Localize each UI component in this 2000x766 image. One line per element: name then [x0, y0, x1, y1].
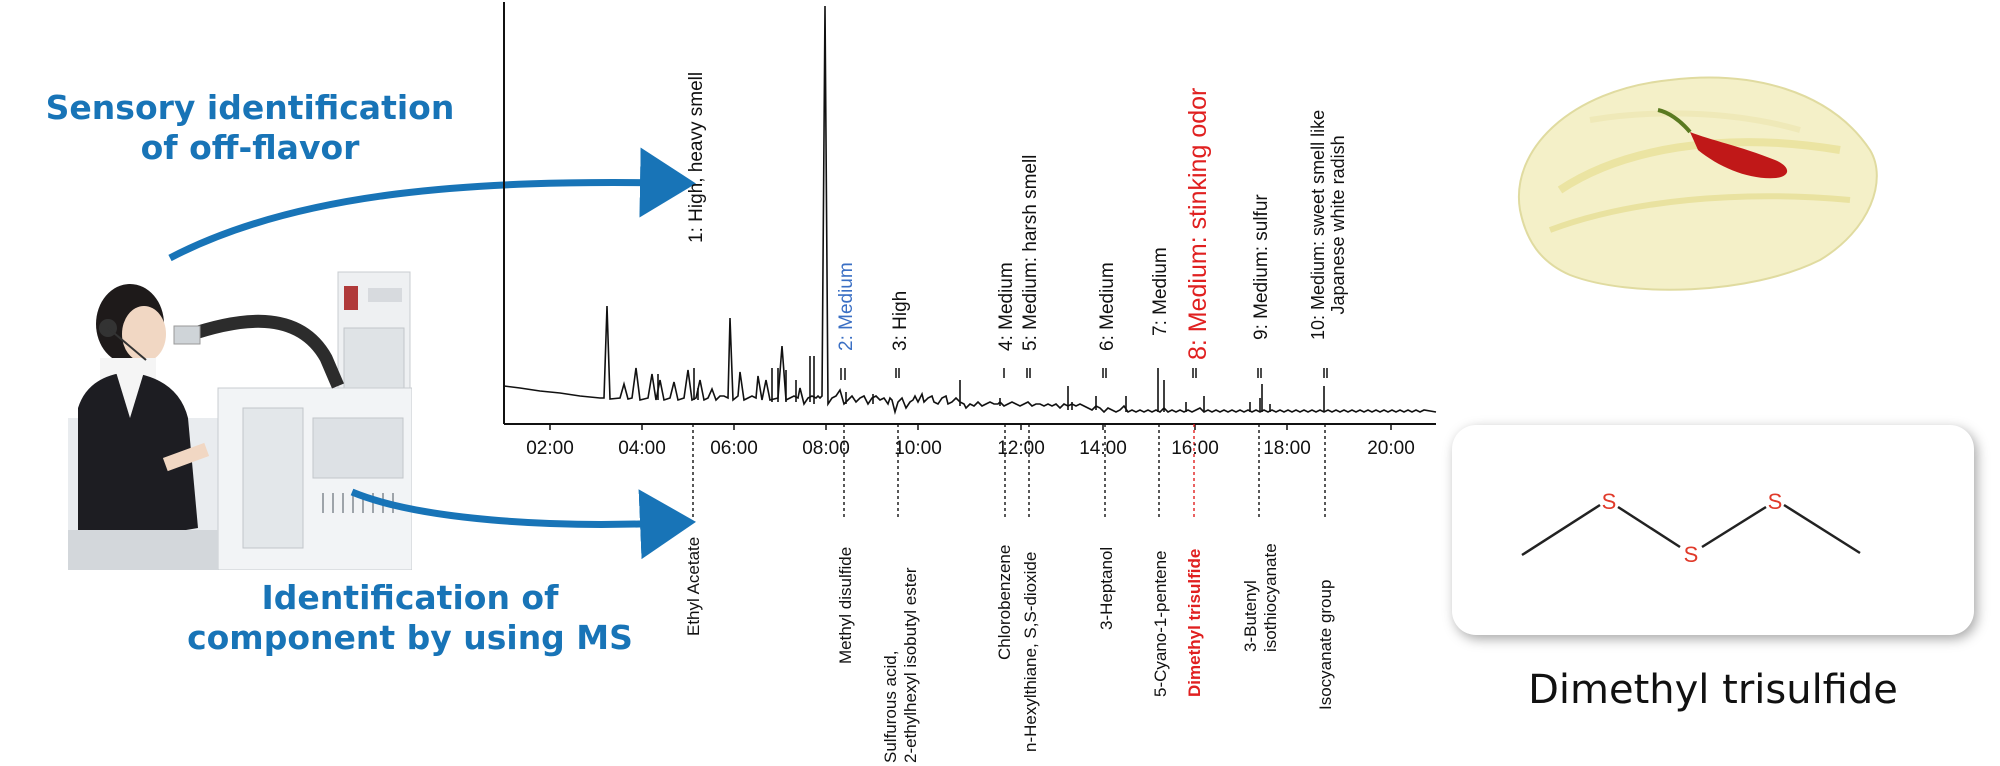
x-tick-label: 04:00: [618, 438, 666, 459]
sulfur-atom-1: S: [1602, 489, 1617, 514]
odor-label-8: 8: Medium: stinking odor: [1184, 87, 1212, 360]
molecule-caption: Dimethyl trisulfide: [1528, 667, 1898, 713]
sensory-heading: Sensory identification of off-flavor: [40, 88, 460, 168]
x-tick-label: 06:00: [710, 438, 758, 459]
x-tick-label: 14:00: [1079, 438, 1127, 459]
x-tick-label: 18:00: [1263, 438, 1311, 459]
peak-spikes: [657, 356, 1325, 412]
dimethyl-trisulfide-structure: S S S: [1521, 489, 1861, 567]
compound-label-10: Isocyanate group: [1316, 579, 1335, 710]
x-tick-label: 08:00: [802, 438, 850, 459]
compound-label-9: 3-Butenyl isothiocyanate: [1241, 543, 1280, 652]
compound-label-1: Ethyl Acetate: [684, 536, 703, 636]
x-tick-label: 20:00: [1367, 438, 1415, 459]
odor-label-2: 2: Medium: [836, 262, 857, 351]
compound-label-3: Sulfurous acid, 2-ethylhexyl isobutyl est…: [881, 567, 920, 763]
odor-label-7: 7: Medium: [1150, 247, 1171, 336]
compound-label-7: 5-Cyano-1-pentene: [1151, 550, 1170, 697]
odor-label-3: 3: High: [890, 290, 911, 351]
compound-label-4: Chlorobenzene: [995, 544, 1014, 660]
x-tick-label: 02:00: [526, 438, 574, 459]
chromatogram-trace: [503, 5, 1437, 416]
odor-label-9: 9: Medium: sulfur: [1251, 194, 1272, 340]
odor-label-6: 6: Medium: [1097, 262, 1118, 351]
cabbage-pickle-photo: [1517, 76, 1878, 291]
molecule-card: S S S: [1452, 425, 1974, 635]
cabbage-body: [1517, 76, 1878, 291]
leader-lines: [692, 424, 1326, 518]
sulfur-atom-3: S: [1768, 489, 1783, 514]
ms-heading: Identification of component by using MS: [170, 578, 650, 658]
odor-label-1: 1: High, heavy smell: [686, 71, 707, 243]
chili-pepper: [1690, 132, 1788, 179]
compound-label-8: Dimethyl trisulfide: [1185, 548, 1204, 697]
odor-markers: [840, 368, 1328, 380]
ms-heading-text: Identification of component by using MS: [187, 578, 633, 657]
ms-arrow: [350, 488, 696, 560]
odor-label-10: 10: Medium: sweet smell like Japanese whi…: [1308, 109, 1348, 340]
x-axis-tick-marks: [549, 424, 1392, 430]
compound-label-5: n-Hexylthiane, S,S-dioxide: [1021, 551, 1040, 752]
x-tick-label: 12:00: [997, 438, 1045, 459]
sensory-arrow: [168, 147, 696, 262]
odor-label-4: 4: Medium: [996, 262, 1017, 351]
sulfur-atom-2: S: [1684, 542, 1699, 567]
odor-label-5: 5: Medium: harsh smell: [1020, 154, 1041, 351]
compound-label-2: Methyl disulfide: [836, 546, 855, 664]
x-tick-label: 10:00: [894, 438, 942, 459]
sensory-heading-text: Sensory identification of off-flavor: [45, 88, 455, 167]
x-tick-label: 16:00: [1171, 438, 1219, 459]
compound-label-6: 3-Heptanol: [1097, 546, 1116, 630]
